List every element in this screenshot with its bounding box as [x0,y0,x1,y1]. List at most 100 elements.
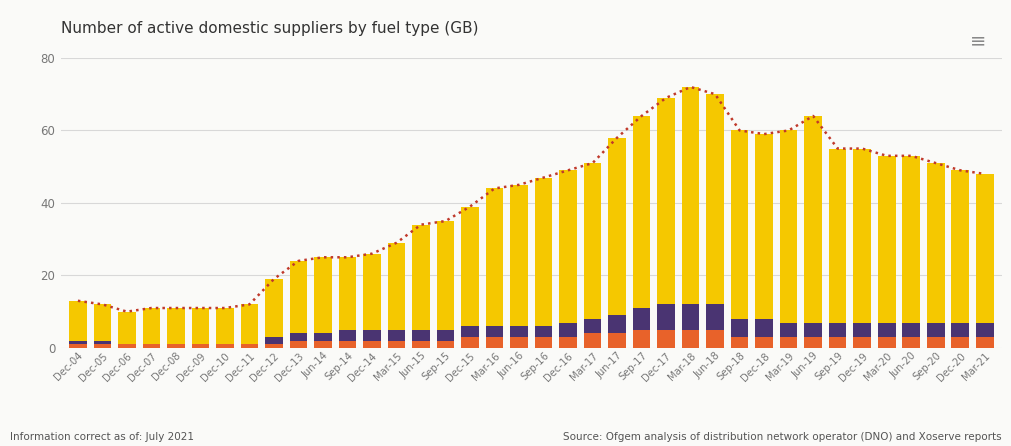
Bar [93,344,111,348]
Bar [313,257,332,334]
Bar [437,330,454,341]
Bar [118,312,135,344]
Bar [313,334,332,341]
Bar [143,308,160,344]
Total [586,161,599,166]
Total [611,135,623,140]
Bar [730,337,748,348]
Total [807,113,819,119]
Total [953,168,966,173]
Bar [387,341,405,348]
Bar [877,156,895,322]
Total [733,128,745,133]
Total [855,146,867,151]
Bar [118,344,135,348]
Bar [877,337,895,348]
Bar [632,116,650,308]
Total [146,306,158,311]
Bar [265,344,282,348]
Bar [754,319,772,337]
Bar [828,322,845,337]
Bar [902,322,919,337]
Bar [241,304,258,344]
Bar [534,326,552,337]
Total [929,161,941,166]
Bar [461,326,478,337]
Total [292,258,304,264]
Text: Information correct as of: July 2021: Information correct as of: July 2021 [10,432,194,442]
Total [341,255,353,260]
Bar [852,322,870,337]
Bar [534,178,552,326]
Total [366,251,378,256]
Bar [437,221,454,330]
Bar [706,94,723,304]
Bar [339,341,356,348]
Bar [461,337,478,348]
Bar [706,330,723,348]
Total [904,153,916,158]
Total [415,222,427,227]
Bar [656,330,674,348]
Bar [852,149,870,322]
Bar [289,341,307,348]
Total [120,309,132,314]
Bar [510,326,528,337]
Bar [754,134,772,319]
Bar [559,170,576,322]
Bar [804,337,821,348]
Bar [265,337,282,344]
Bar [93,341,111,344]
Total [978,171,990,177]
Bar [877,322,895,337]
Bar [804,116,821,322]
Bar [363,341,380,348]
Total [268,277,280,282]
Bar [191,344,209,348]
Total [170,306,182,311]
Bar [926,163,943,322]
Bar [363,330,380,341]
Bar [804,322,821,337]
Bar [69,344,87,348]
Bar [485,188,502,326]
Bar [69,341,87,344]
Bar [706,304,723,330]
Total [218,306,231,311]
Bar [608,315,625,334]
Bar [485,326,502,337]
Text: Source: Ofgem analysis of distribution network operator (DNO) and Xoserve report: Source: Ofgem analysis of distribution n… [563,432,1001,442]
Total [537,175,549,180]
Bar [387,243,405,330]
Bar [313,341,332,348]
Bar [608,334,625,348]
Bar [411,341,430,348]
Total [561,168,573,173]
Bar [828,337,845,348]
Bar [608,138,625,315]
Bar [656,98,674,304]
Total [635,113,647,119]
Bar [681,87,699,304]
Bar [69,301,87,341]
Bar [510,337,528,348]
Bar [93,304,111,341]
Bar [289,334,307,341]
Total [831,146,843,151]
Bar [363,254,380,330]
Bar [926,337,943,348]
Bar [289,261,307,334]
Total [709,91,721,97]
Bar [167,344,185,348]
Bar [241,344,258,348]
Bar [828,149,845,322]
Bar [583,334,601,348]
Bar [852,337,870,348]
Line: Total: Total [78,87,984,312]
Total [316,255,329,260]
Total [488,186,500,191]
Bar [265,279,282,337]
Bar [779,337,797,348]
Total [757,132,769,137]
Bar [656,304,674,330]
